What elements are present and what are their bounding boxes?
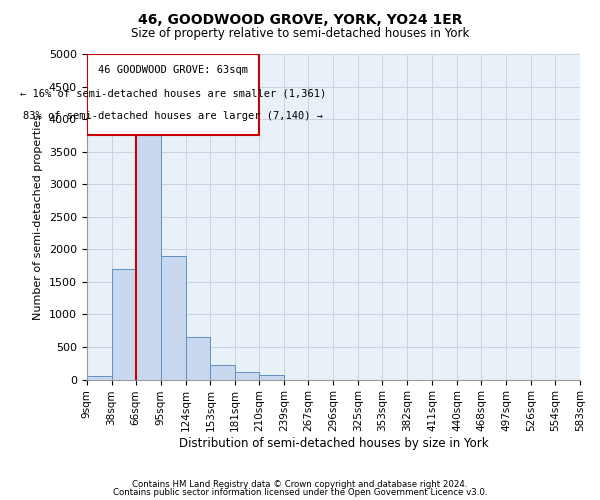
- Text: 83% of semi-detached houses are larger (7,140) →: 83% of semi-detached houses are larger (…: [23, 111, 323, 121]
- Y-axis label: Number of semi-detached properties: Number of semi-detached properties: [34, 114, 43, 320]
- Text: Contains public sector information licensed under the Open Government Licence v3: Contains public sector information licen…: [113, 488, 487, 497]
- Text: Contains HM Land Registry data © Crown copyright and database right 2024.: Contains HM Land Registry data © Crown c…: [132, 480, 468, 489]
- Bar: [112, 269, 136, 380]
- X-axis label: Distribution of semi-detached houses by size in York: Distribution of semi-detached houses by …: [179, 437, 488, 450]
- FancyBboxPatch shape: [87, 54, 259, 136]
- Bar: [211, 364, 235, 380]
- Bar: [185, 338, 211, 380]
- Bar: [259, 375, 284, 380]
- Bar: [87, 376, 112, 380]
- Text: Size of property relative to semi-detached houses in York: Size of property relative to semi-detach…: [131, 28, 469, 40]
- Text: ← 16% of semi-detached houses are smaller (1,361): ← 16% of semi-detached houses are smalle…: [20, 88, 326, 98]
- Text: 46, GOODWOOD GROVE, YORK, YO24 1ER: 46, GOODWOOD GROVE, YORK, YO24 1ER: [138, 12, 462, 26]
- Bar: [161, 256, 185, 380]
- Text: 46 GOODWOOD GROVE: 63sqm: 46 GOODWOOD GROVE: 63sqm: [98, 66, 248, 76]
- Bar: [136, 116, 161, 380]
- Bar: [235, 372, 259, 380]
